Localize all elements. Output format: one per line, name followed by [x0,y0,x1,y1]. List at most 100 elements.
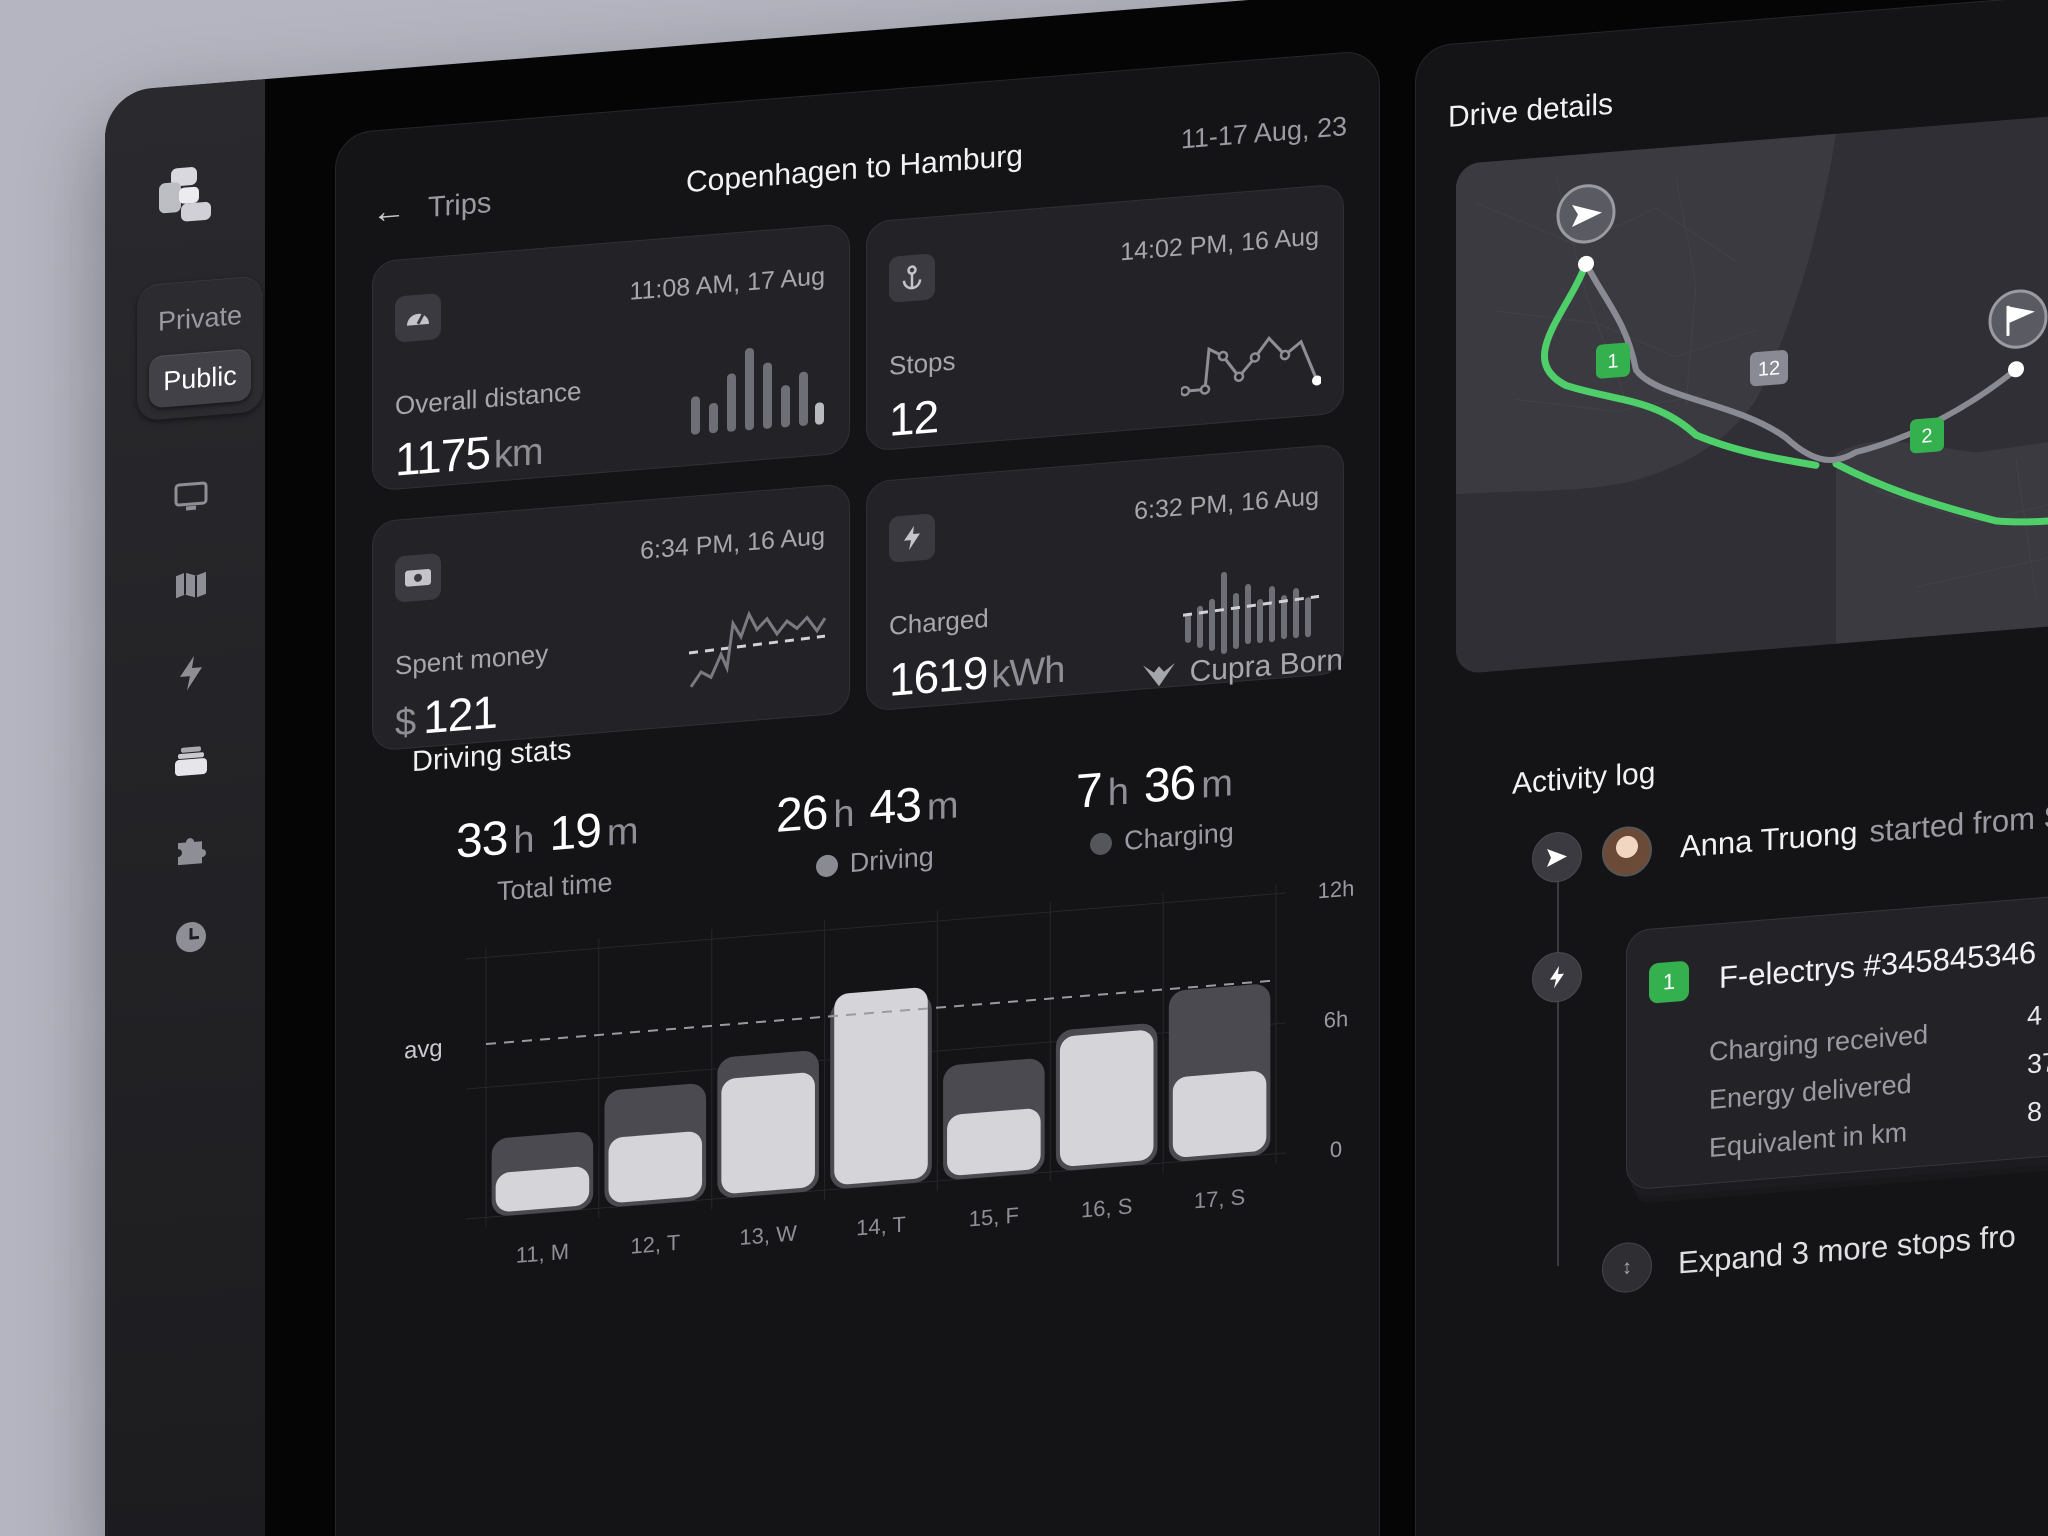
map-marker-12[interactable]: 12 [1750,350,1788,387]
charged-value: 1619 kWh [889,639,1064,707]
bar-driving [495,1166,590,1212]
card-time: 11:08 AM, 17 Aug [629,262,825,306]
distance-sparkbars [691,348,824,435]
minutes: 36 [1143,756,1196,814]
arrow-left-icon: ← [372,190,406,232]
x-tick-label: 15, F [969,1203,1019,1232]
trip-panel: ← Trips Copenhagen to Hamburg 11-17 Aug,… [335,49,1380,1536]
activity-verb: started from S [1869,798,2048,850]
minutes-unit: m [926,784,958,829]
stops-card[interactable]: 14:02 PM, 16 Aug Stops 12 [866,183,1344,452]
bar-driving [608,1131,703,1203]
anchor-icon [889,253,935,303]
card-time: 6:34 PM, 16 Aug [640,522,825,565]
driving-stats-chart: 12h 6h 0 11, M 12, T 13, W 14, T 15, F 16, S 17, … [404,876,1355,1268]
hours-unit: h [1107,770,1128,815]
value-unit: kWh [991,648,1065,697]
grid-line [466,892,1286,960]
layers-icon[interactable] [171,739,211,782]
stat-label: Driving [849,841,934,879]
card-time: 14:02 PM, 16 Aug [1120,222,1319,267]
monitor-icon[interactable] [171,475,211,518]
y-tick-label: 12h [1318,876,1355,904]
bolt-icon[interactable] [171,651,211,694]
route-map[interactable]: 1 12 2 [1456,83,2048,675]
x-tick-label: 13, W [739,1220,797,1250]
bar-driving [834,987,928,1185]
charged-card[interactable]: 6:32 PM, 16 Aug Charged 1619 kWh [866,443,1344,712]
hours-unit: h [833,792,854,837]
avg-line [486,979,1276,1046]
charging-stop-card[interactable]: 1 F-electrys #345845346 Charging receive… [1626,866,2048,1191]
driving-legend-dot [815,853,838,878]
money-value: $121 [395,684,497,746]
x-tick-label: 12, T [630,1230,680,1259]
distance-card[interactable]: 11:08 AM, 17 Aug Overall distance 1175 km [372,223,850,492]
card-label: Stops [889,345,956,381]
bar-driving [1172,1071,1267,1158]
value-number: 121 [423,685,497,744]
send-icon [1532,830,1582,885]
value-number: 1619 [889,646,988,706]
trip-title: Copenhagen to Hamburg [686,139,1023,200]
svg-text:2: 2 [1921,425,1932,448]
charge-row-label: Energy delivered [1709,1068,1912,1115]
charger-name: F-electrys #345845346 [1719,934,2037,996]
avatar[interactable] [1602,824,1652,879]
public-option[interactable]: Public [149,348,251,409]
y-tick-label: 0 [1330,1136,1342,1162]
stop-number-badge: 1 [1649,960,1689,1004]
map-icon[interactable] [171,563,211,606]
charge-row-label: Charging received [1709,1019,1929,1067]
minutes-unit: m [1201,762,1232,807]
card-label: Charged [889,602,989,641]
bar-driving [1059,1030,1154,1167]
x-tick-label: 17, S [1194,1184,1245,1213]
start-pin-icon[interactable] [1556,184,1616,245]
app-window: Private Public ← Trips Copenhagen to Ham… [105,0,2048,1536]
drive-details-title: Drive details [1448,87,1614,134]
puzzle-icon[interactable] [171,827,211,870]
stat-label: Charging [1124,817,1234,857]
cash-icon [395,552,441,603]
private-option[interactable]: Private [157,299,243,337]
clock-icon[interactable] [171,915,211,958]
stops-value: 12 [889,389,939,446]
timeline-line [1557,866,1559,1267]
avg-label: avg [404,1035,443,1065]
total-time-stat: 33 h 19 m Total time [456,799,654,911]
charging-stop-header: 1 F-electrys #345845346 [1649,933,2036,1004]
charge-row-value: 37 [2027,1046,2048,1080]
speedometer-icon [395,292,441,343]
minutes: 19 [549,804,601,862]
cupra-logo-icon [1142,662,1175,687]
map-marker-1[interactable]: 1 [1596,342,1630,379]
back-to-trips[interactable]: ← Trips [372,184,491,233]
sidebar: Private Public [105,79,265,1536]
x-tick-label: 16, S [1081,1193,1132,1222]
charged-sparkbars [1182,571,1320,654]
hours: 7 [1076,763,1102,819]
bolt-icon [889,513,935,563]
card-time: 6:32 PM, 16 Aug [1134,482,1319,526]
visibility-toggle: Private Public [137,275,263,422]
map-canvas: 1 12 2 [1456,83,2048,675]
driving-stat: 26 h 43 m Driving [776,773,974,885]
stat-label: Total time [497,867,613,907]
bolt-icon [1532,950,1582,1005]
activity-start-entry: Anna Truong started from S [1602,791,2048,879]
stops-sparkline [1181,336,1321,397]
back-label: Trips [428,186,492,225]
map-marker-2[interactable]: 2 [1910,417,1944,454]
charging-legend-dot [1090,831,1113,856]
card-label: Overall distance [395,375,582,421]
money-card[interactable]: 6:34 PM, 16 Aug Spent money $121 [372,483,850,752]
expand-label: Expand 3 more stops fro [1678,1218,2016,1281]
bar-driving [947,1108,1041,1176]
finish-flag-icon[interactable] [1988,289,2048,350]
minutes: 43 [869,778,921,836]
hours: 33 [456,811,508,869]
expand-stops-button[interactable]: ↕ Expand 3 more stops fro [1602,1211,2016,1295]
car-model: Cupra Born [1142,643,1343,693]
user-name[interactable]: Anna Truong [1680,814,1858,865]
